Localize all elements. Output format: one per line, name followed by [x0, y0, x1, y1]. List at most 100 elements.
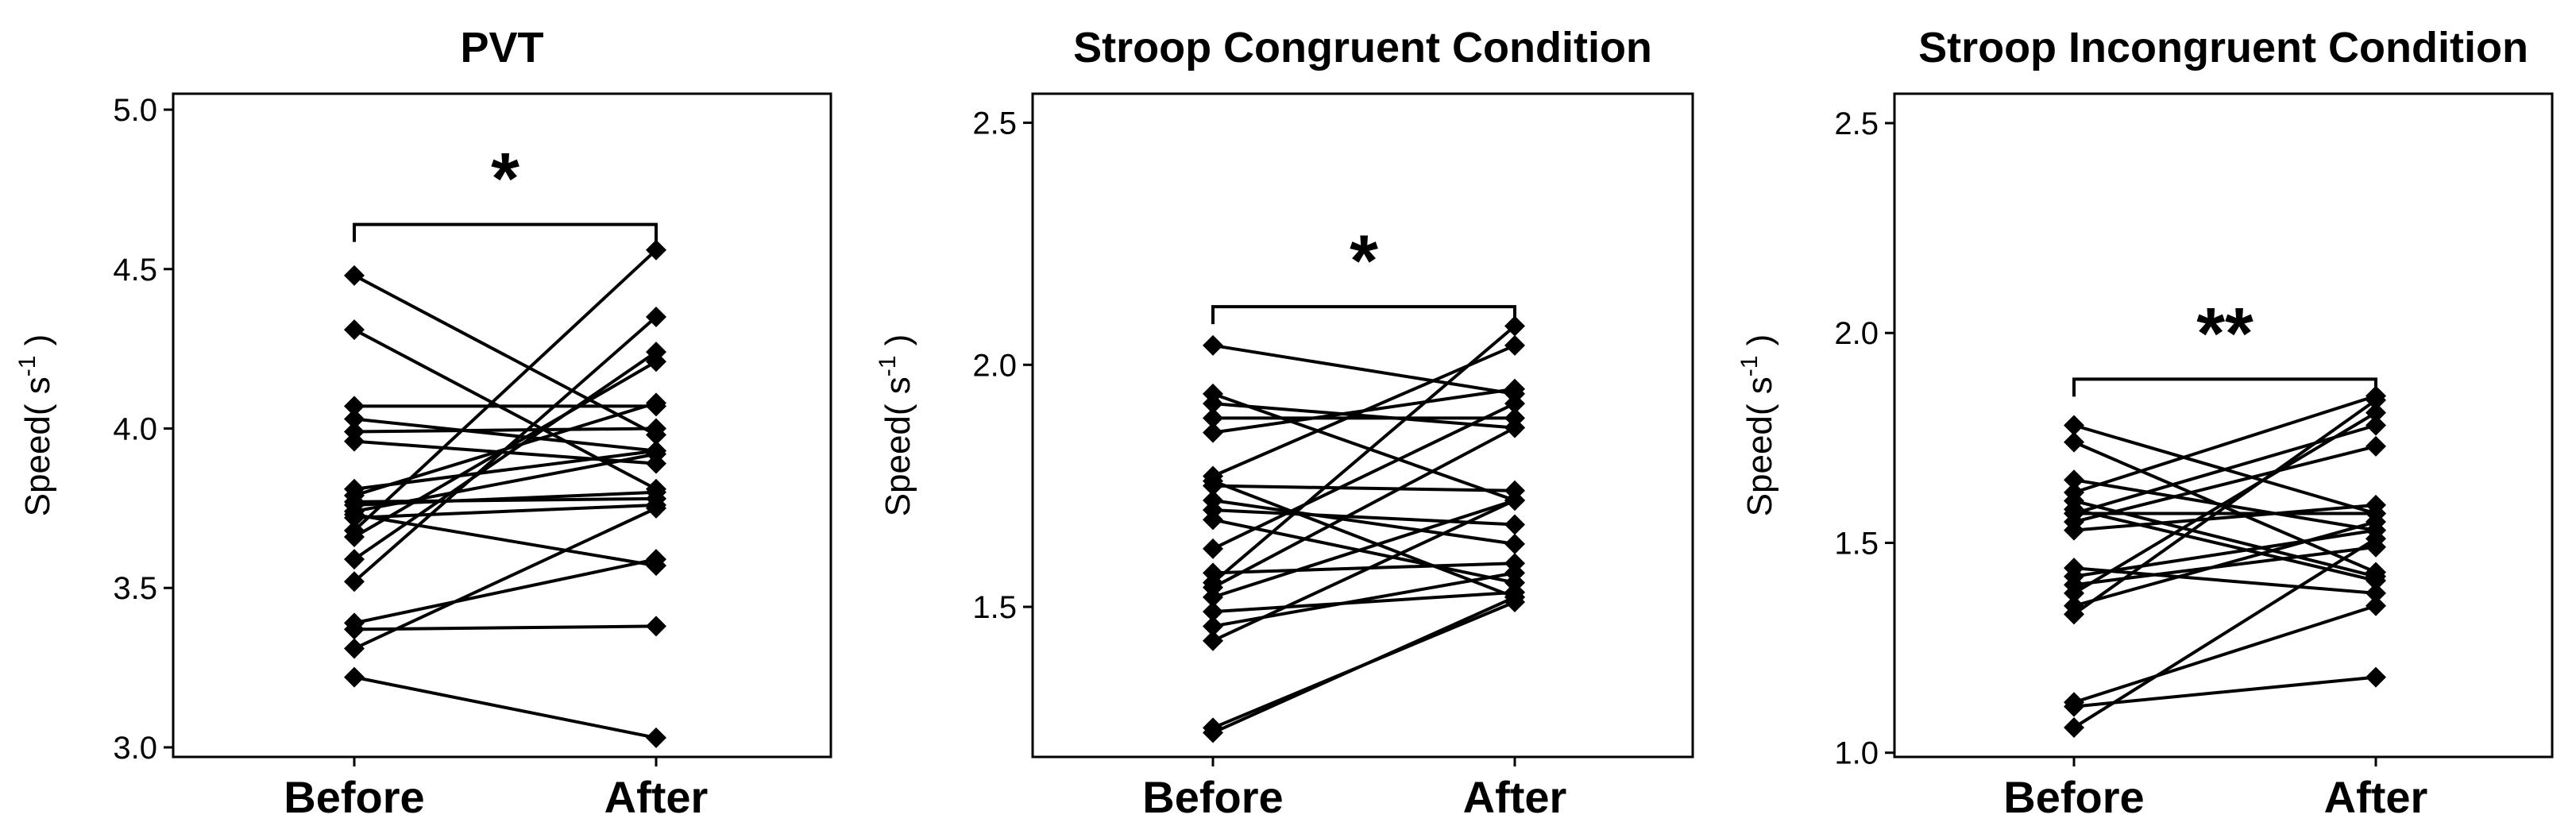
y-tick-label: 1.5 [972, 590, 1017, 625]
pair-line [2073, 478, 2377, 532]
y-tick-label: 3.5 [113, 571, 157, 606]
data-point-before [2064, 604, 2084, 625]
y-axis-label-exponent: -1 [14, 356, 41, 377]
pair-line [2073, 394, 2377, 494]
x-tick-label-before: Before [284, 772, 424, 822]
data-point-before [344, 408, 365, 430]
data-point-before [344, 396, 365, 417]
data-point-after [1504, 586, 1525, 608]
data-point-before [2064, 469, 2084, 491]
data-point-after [646, 239, 666, 261]
pair-line [2072, 399, 2377, 616]
data-point-before [2064, 499, 2084, 520]
pair-line [1212, 499, 1516, 599]
y-axis-label-exponent: -1 [875, 356, 901, 377]
pair-line [1212, 426, 1516, 589]
pair-line [2073, 423, 2377, 515]
data-point-before [1203, 422, 1223, 443]
y-axis-label-text: Speed( s [18, 376, 57, 516]
chart-panel-2: Stroop Congruent Condition 1.5 2.0 2.5 Befor… [875, 24, 1694, 822]
pair-line [353, 439, 657, 465]
data-point-before [344, 638, 365, 659]
data-point-after [1504, 393, 1525, 415]
data-point-after [2366, 595, 2386, 616]
data-point-after [1504, 378, 1525, 400]
data-point-after [2366, 435, 2386, 457]
data-point-after [2366, 402, 2386, 423]
data-point-before [2064, 696, 2084, 717]
data-point-after [646, 392, 666, 414]
pair-line [1212, 590, 1516, 614]
pair-line [2073, 675, 2377, 708]
y-tick-label: 3.0 [113, 731, 157, 766]
data-point-before [1203, 616, 1223, 637]
significance-bracket [2072, 377, 2377, 397]
pair-line [2073, 566, 2377, 595]
data-point-after [646, 497, 666, 519]
data-point-before [344, 666, 365, 688]
x-tick-label-after: After [1463, 772, 1567, 822]
pair-line [1212, 484, 1516, 492]
chart-title: Stroop Congruent Condition [1073, 24, 1652, 71]
data-point-before [2064, 717, 2084, 739]
data-point-before [344, 549, 365, 570]
y-tick-label: 2.0 [1834, 316, 1879, 351]
plot-frame [1893, 92, 2554, 759]
plot-frame [172, 92, 832, 759]
data-point-before [344, 430, 365, 452]
y-axis-label-close: ) [18, 334, 57, 356]
y-tick-label: 1.5 [1834, 526, 1879, 561]
data-point-before [1203, 509, 1223, 531]
y-tick-label: 2.5 [1834, 106, 1879, 141]
y-tick-label: 5.0 [113, 93, 157, 128]
data-point-after [646, 481, 666, 503]
data-point-after [2366, 666, 2386, 688]
chart-title: Stroop Incongruent Condition [1918, 24, 2528, 71]
pair-line [353, 512, 657, 568]
y-axis-label: Speed( s-1 ) [1736, 334, 1779, 517]
data-point-before [1203, 538, 1223, 559]
data-point-after [646, 307, 666, 328]
data-point-before [344, 619, 365, 640]
data-point-after [1504, 334, 1525, 356]
pair-line [2073, 503, 2377, 532]
pair-line [1212, 498, 1516, 546]
y-tick-label: 4.0 [113, 412, 157, 447]
pair-line [2072, 411, 2377, 595]
data-point-after [2366, 494, 2386, 515]
significance-label: * [1350, 221, 1378, 302]
y-axis-label: Speed( s-1 ) [14, 334, 57, 517]
pair-line [1212, 518, 1516, 585]
data-point-after [1504, 417, 1525, 438]
y-axis-label: Speed( s-1 ) [875, 334, 917, 517]
data-point-before [1203, 407, 1223, 429]
x-tick-label-before: Before [2003, 772, 2144, 822]
data-point-after [1504, 315, 1525, 337]
x-tick-label-before: Before [1142, 772, 1283, 822]
pair-line [353, 315, 658, 583]
data-point-after [646, 555, 666, 577]
pair-line [353, 452, 657, 513]
data-point-before [1203, 722, 1223, 743]
data-point-after [1504, 562, 1525, 584]
data-point-after [2366, 415, 2386, 436]
data-point-before [1203, 334, 1223, 356]
data-point-before [344, 264, 365, 286]
data-point-before [344, 319, 365, 341]
data-point-after [646, 418, 666, 439]
data-point-before [344, 519, 365, 541]
pair-line [1212, 402, 1516, 550]
pair-line [1211, 325, 1516, 585]
plot-frame [1031, 92, 1694, 759]
significance-label: * [491, 139, 519, 220]
pair-line [353, 507, 657, 650]
pair-line [353, 427, 657, 434]
data-point-after [1504, 489, 1525, 511]
pair-line [353, 558, 657, 625]
x-tick-label-after: After [2324, 772, 2428, 822]
y-axis-label-close: ) [879, 334, 917, 356]
x-tick-label-after: After [604, 772, 709, 822]
pair-line [353, 274, 657, 437]
data-point-after [1504, 533, 1525, 554]
